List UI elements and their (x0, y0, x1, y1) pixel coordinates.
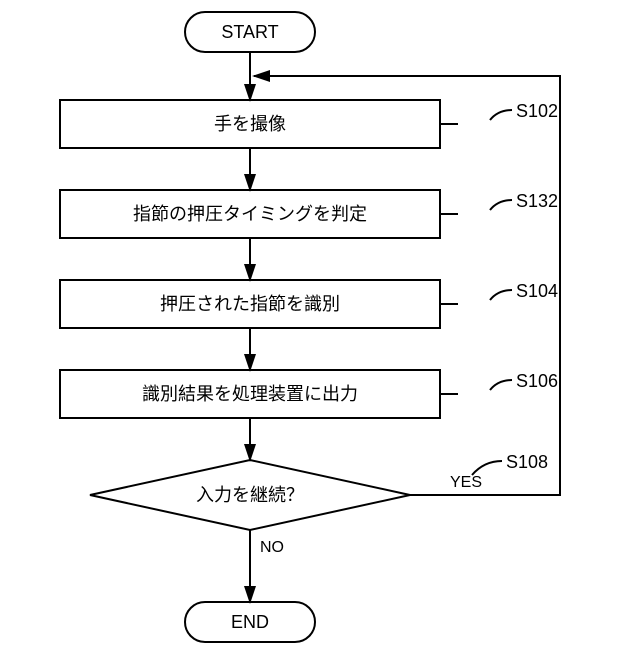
decision-s108-text: 入力を継続？ (196, 485, 304, 505)
end-terminator-label: END (231, 612, 269, 632)
leader-S132 (490, 200, 512, 210)
label-s108: S108 (506, 452, 548, 472)
leader-s108 (472, 461, 502, 475)
process-S104-text: 押圧された指節を識別 (160, 294, 340, 314)
start-terminator-label: START (221, 22, 278, 42)
process-S102-text: 手を撮像 (214, 114, 286, 134)
leader-S104 (490, 290, 512, 300)
yes-label: YES (450, 474, 482, 491)
arrow-yes-loopback (254, 76, 560, 495)
process-S132-text: 指節の押圧タイミングを判定 (133, 204, 367, 224)
label-S132: S132 (516, 191, 558, 211)
no-label: NO (260, 539, 284, 556)
leader-S102 (490, 110, 512, 120)
leader-S106 (490, 380, 512, 390)
label-S106: S106 (516, 371, 558, 391)
process-S106-text: 識別結果を処理装置に出力 (142, 384, 358, 404)
label-S104: S104 (516, 281, 558, 301)
label-S102: S102 (516, 101, 558, 121)
